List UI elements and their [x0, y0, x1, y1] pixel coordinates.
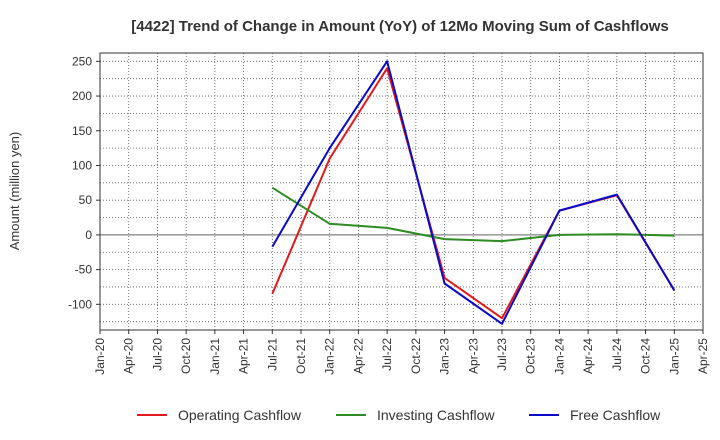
x-tick-label: Jul-23: [495, 338, 509, 371]
series-line-operating-cashflow: [271, 67, 676, 320]
y-tick-label: -50: [75, 263, 93, 277]
x-tick-label: Apr-21: [237, 338, 251, 374]
y-tick-label: -100: [68, 297, 92, 311]
x-tick-label: Jul-21: [265, 338, 279, 371]
x-tick-label: Oct-20: [179, 338, 193, 374]
series-line-investing-cashflow: [271, 186, 675, 243]
y-tick-label: 150: [72, 124, 92, 138]
x-tick-label: Oct-24: [639, 338, 653, 374]
x-tick-label: Jan-23: [438, 338, 452, 375]
y-axis-label: Amount (million yen): [7, 132, 22, 251]
x-tick-label: Oct-23: [524, 338, 538, 374]
y-tick-label: 250: [72, 54, 92, 68]
x-tick-label: Jan-21: [208, 338, 222, 375]
y-tick-label: 100: [72, 158, 92, 172]
chart-title: [4422] Trend of Change in Amount (YoY) o…: [131, 18, 669, 35]
series-line-free-cashflow: [271, 60, 676, 325]
y-tick-label: 0: [85, 228, 92, 242]
legend-label: Investing Cashflow: [377, 407, 495, 423]
x-tick-label: Apr-22: [351, 338, 365, 374]
x-tick-label: Apr-23: [466, 338, 480, 374]
x-tick-label: Jan-25: [667, 338, 681, 375]
x-tick-label: Oct-22: [409, 338, 423, 374]
x-tick-label: Apr-20: [122, 338, 136, 374]
x-tick-label: Jul-24: [610, 338, 624, 371]
legend-label: Operating Cashflow: [178, 407, 302, 423]
x-tick-label: Jul-20: [150, 338, 164, 371]
x-tick-label: Jan-22: [323, 338, 337, 375]
plot-area-frame: [99, 52, 704, 331]
x-tick-label: Jul-22: [380, 338, 394, 371]
legend-label: Free Cashflow: [570, 407, 661, 423]
x-tick-label: Jan-20: [93, 338, 107, 375]
legend: Operating Cashflow Investing Cashflow Free…: [137, 407, 661, 423]
y-tick-label: 50: [79, 193, 93, 207]
x-tick-label: Jan-24: [552, 338, 566, 375]
x-tick-label: Oct-21: [294, 338, 308, 374]
y-tick-label: 200: [72, 89, 92, 103]
x-tick-label: Apr-25: [696, 338, 710, 374]
x-tick-label: Apr-24: [581, 338, 595, 374]
